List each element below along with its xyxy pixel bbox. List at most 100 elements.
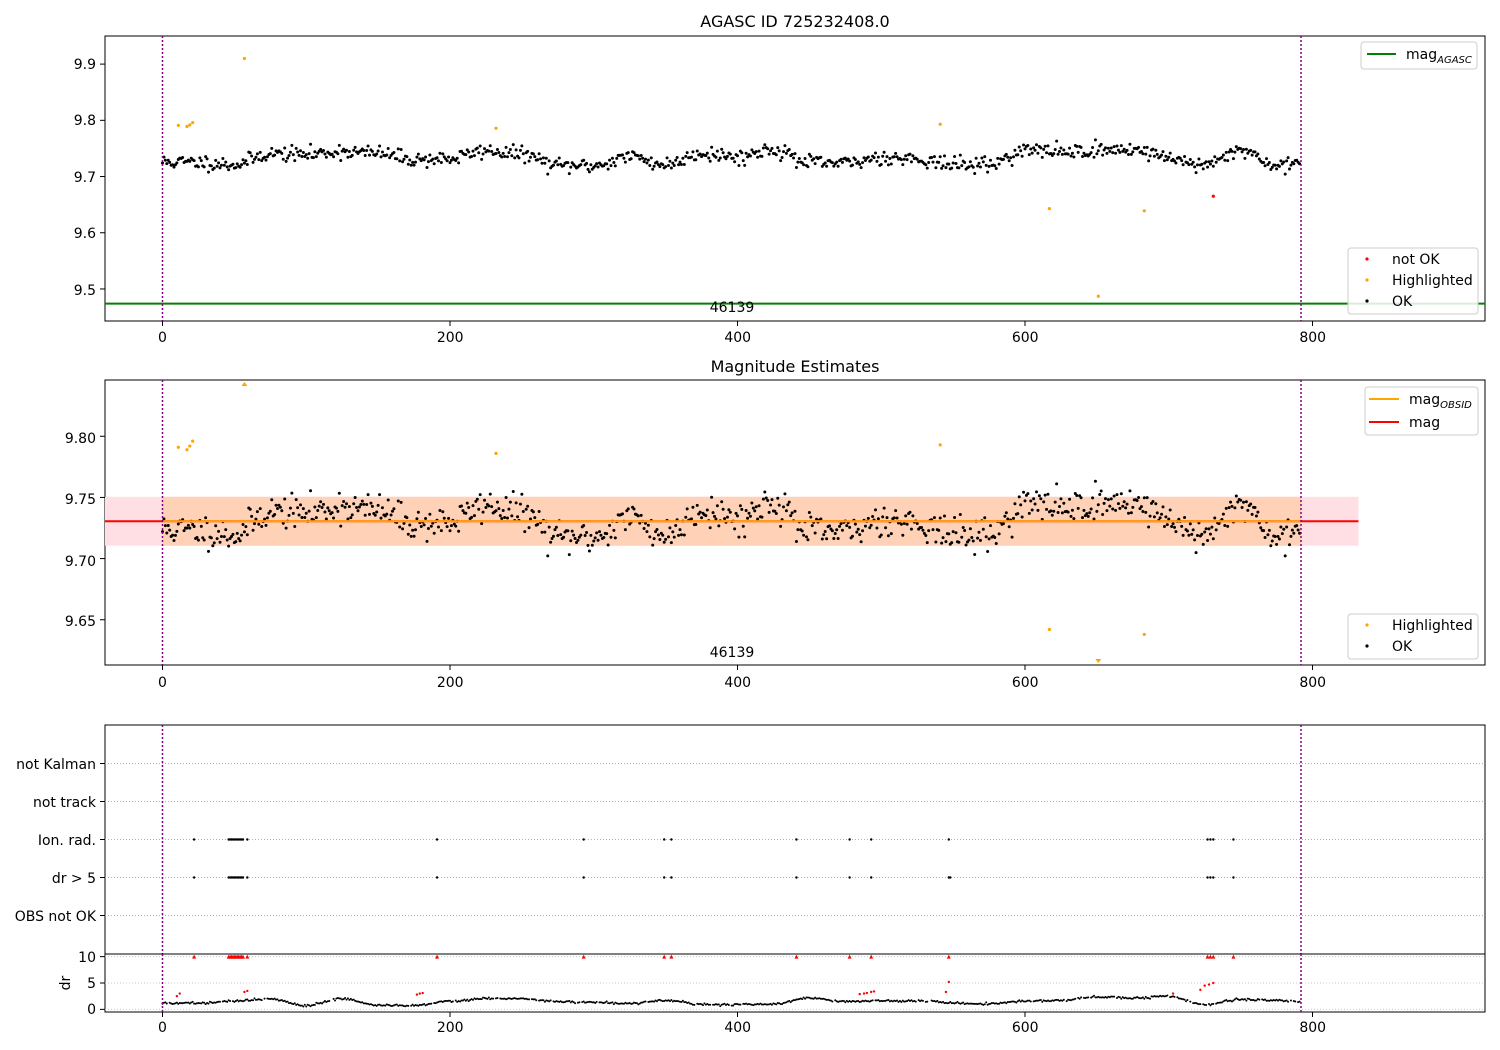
- data-point-ok: [1269, 544, 1273, 548]
- data-point-ok: [1234, 494, 1238, 498]
- legend-ok: OK: [1392, 294, 1413, 310]
- data-point-ok: [947, 162, 951, 166]
- data-point-ok: [822, 533, 826, 537]
- dr-point: [709, 1003, 712, 1006]
- data-point-ok: [324, 517, 328, 521]
- flag-event-point: [1209, 838, 1212, 841]
- data-point-ok: [593, 164, 597, 168]
- dr-point: [411, 1003, 414, 1006]
- data-point-ok: [1280, 532, 1284, 536]
- data-point-ok: [1059, 497, 1063, 501]
- data-point-ok: [389, 513, 393, 517]
- data-point-ok: [718, 156, 722, 160]
- data-point-ok: [501, 151, 505, 155]
- data-point-ok: [347, 150, 351, 154]
- data-point-ok: [447, 516, 451, 520]
- data-point-ok: [830, 529, 834, 533]
- data-point-ok: [1187, 533, 1191, 537]
- dr-point: [243, 999, 246, 1002]
- data-point-ok: [385, 153, 389, 157]
- mid-xtick: 200: [437, 675, 464, 691]
- data-point-ok: [940, 541, 944, 545]
- legend-highlighted: Highlighted: [1392, 618, 1473, 634]
- data-point-ok: [457, 161, 461, 165]
- data-point-ok: [454, 159, 458, 163]
- data-point-ok: [715, 149, 719, 153]
- dr-point: [313, 1003, 316, 1006]
- data-point-ok: [981, 527, 985, 531]
- data-point-ok: [322, 149, 325, 153]
- mid-ytick: 9.70: [65, 554, 96, 570]
- dr-point-not-ok: [243, 990, 246, 994]
- data-point-ok: [471, 149, 475, 153]
- dr-point: [622, 1002, 625, 1005]
- data-point-ok: [820, 537, 824, 541]
- dr-point: [687, 1001, 690, 1004]
- data-point-ok: [1091, 496, 1095, 500]
- data-point-ok: [385, 512, 389, 516]
- dr-xtick: 0: [158, 1020, 167, 1036]
- data-point-ok: [876, 155, 880, 159]
- data-point-ok: [1263, 164, 1267, 168]
- data-point-ok: [536, 158, 540, 162]
- data-point-ok: [1039, 497, 1043, 501]
- data-point-ok: [263, 517, 267, 521]
- dr-point: [569, 1001, 572, 1004]
- dr-point: [801, 998, 804, 1001]
- dr-point: [993, 1002, 996, 1005]
- data-point-ok: [449, 524, 453, 528]
- data-point-ok: [1089, 151, 1093, 155]
- data-point-ok: [1072, 155, 1076, 159]
- data-point-ok: [746, 516, 750, 520]
- data-point-ok: [947, 532, 951, 536]
- data-point-ok: [951, 530, 955, 534]
- dr-point: [657, 998, 660, 1001]
- dr-point: [910, 999, 913, 1002]
- data-point-ok: [669, 541, 673, 545]
- data-point-ok: [858, 162, 862, 166]
- data-point-ok: [884, 526, 888, 530]
- dr-point-not-ok: [418, 992, 422, 995]
- data-point-ok: [661, 163, 665, 167]
- data-point-ok: [1240, 150, 1244, 154]
- data-point-ok: [380, 506, 384, 510]
- data-point-ok: [432, 531, 436, 535]
- data-point-ok: [1196, 163, 1199, 167]
- dr-point: [418, 1003, 421, 1006]
- dr-point: [417, 1004, 420, 1007]
- dr-point: [486, 997, 489, 1000]
- dr-point: [871, 999, 874, 1002]
- data-point-ok: [494, 151, 498, 155]
- data-point-ok: [1270, 165, 1274, 169]
- data-point-ok: [437, 525, 440, 529]
- data-point-ok: [481, 510, 485, 514]
- data-point-ok: [263, 155, 267, 159]
- data-point-ok: [399, 500, 403, 504]
- flag-event-point: [848, 876, 851, 879]
- dr-point: [520, 997, 523, 1000]
- dr-point: [883, 999, 886, 1002]
- data-point-ok: [773, 509, 777, 513]
- dr-point: [260, 999, 263, 1002]
- flag-event-point: [1209, 876, 1212, 879]
- data-point-ok: [498, 514, 502, 518]
- data-point-ok: [672, 164, 676, 168]
- data-point-ok: [737, 164, 741, 168]
- top-plot-frame: [104, 35, 1486, 322]
- data-point-ok: [303, 515, 307, 519]
- dr-point: [1144, 995, 1147, 998]
- dr-point: [972, 1002, 975, 1005]
- data-point-highlighted: [188, 444, 192, 448]
- data-point-ok: [1221, 512, 1225, 516]
- data-point-ok: [585, 530, 589, 534]
- data-point-ok: [1236, 500, 1240, 504]
- data-point-ok: [1207, 160, 1211, 164]
- data-point-ok: [1082, 508, 1086, 512]
- data-point-ok: [556, 533, 560, 537]
- data-point-ok: [1069, 514, 1073, 518]
- dr-point: [477, 998, 480, 1001]
- dr-point: [175, 1001, 178, 1004]
- data-point-ok: [526, 504, 530, 508]
- dr-point: [969, 1002, 972, 1005]
- data-point-ok: [769, 149, 773, 153]
